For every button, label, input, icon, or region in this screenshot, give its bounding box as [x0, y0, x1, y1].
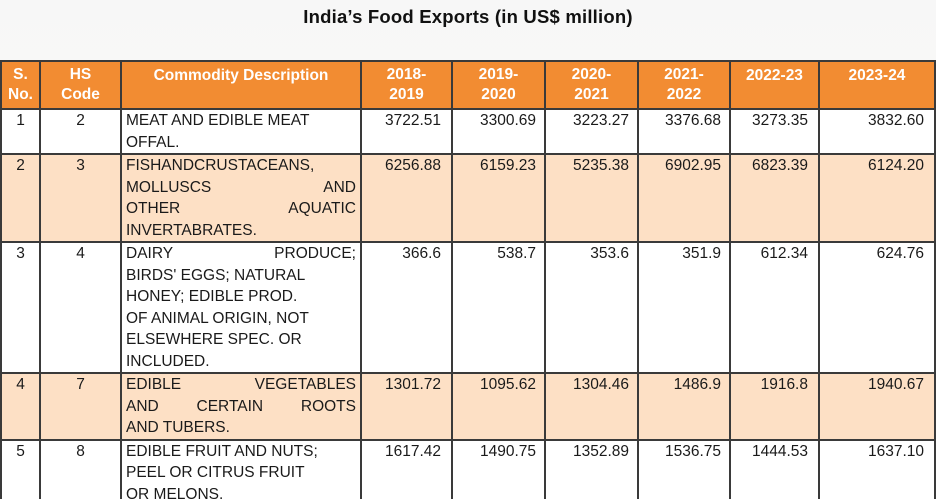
cell-value-2019-2020: 1095.62 [451, 372, 546, 441]
header-hs-code: HS Code [39, 60, 122, 110]
header-sno: S. No. [0, 60, 41, 110]
food-exports-table: S. No. HS Code Commodity Description 2018-… [0, 60, 936, 499]
description-line: INVERTABRATES. [126, 221, 257, 239]
cell-sno: 5 [0, 438, 41, 499]
description-line: AND TUBERS. [126, 419, 230, 436]
table-title: India’s Food Exports (in US$ million) [303, 6, 633, 27]
cell-value-2020-2021: 1304.46 [544, 372, 639, 441]
description-line: OTHER AQUATIC [126, 200, 356, 217]
cell-sno: 4 [0, 372, 41, 441]
cell-hs-code: 2 [39, 108, 122, 155]
description-line: OF ANIMAL ORIGIN, NOT [126, 309, 309, 327]
table-row: 1 2 MEAT AND EDIBLE MEAT OFFAL. 3722.51 3300.… [0, 108, 936, 155]
cell-value-2023-24: 1940.67 [818, 372, 936, 441]
cell-value-2022-23: 1916.8 [729, 372, 820, 441]
description-line: INCLUDED. [126, 352, 210, 370]
cell-value-2021-2022: 6902.95 [637, 153, 731, 243]
cell-value-2018-2019: 366.6 [360, 241, 453, 374]
cell-value-2019-2020: 3300.69 [451, 108, 546, 155]
cell-commodity-description: MEAT AND EDIBLE MEAT OFFAL. [120, 108, 362, 155]
table-row: 5 8 EDIBLE FRUIT AND NUTS; PEEL OR CITRUS F… [0, 438, 936, 499]
description-line: AND CERTAIN ROOTS [126, 397, 356, 415]
cell-value-2018-2019: 6256.88 [360, 153, 453, 243]
cell-hs-code: 3 [39, 153, 122, 243]
table-row: 3 4 DAIRY PRODUCE; BIRDS' EGGS; NATURAL HONE… [0, 241, 936, 374]
description-line: EDIBLE VEGETABLES [126, 376, 356, 393]
header-2018-2019: 2018- 2019 [360, 60, 453, 110]
description-line: MEAT AND EDIBLE MEAT [126, 112, 310, 129]
description-line: PEEL OR CITRUS FRUIT [126, 464, 305, 481]
cell-hs-code: 7 [39, 372, 122, 441]
cell-value-2021-2022: 351.9 [637, 241, 731, 374]
description-line: OR MELONS. [126, 485, 224, 499]
cell-value-2018-2019: 3722.51 [360, 108, 453, 155]
cell-value-2022-23: 1444.53 [729, 438, 820, 499]
cell-value-2023-24: 624.76 [818, 241, 936, 374]
description-line: EDIBLE FRUIT AND NUTS; [126, 442, 318, 460]
header-2020-2021: 2020- 2021 [544, 60, 639, 110]
table-row: 2 3 FISHANDCRUSTACEANS, MOLLUSCS AND OTHER A… [0, 153, 936, 243]
cell-value-2022-23: 612.34 [729, 241, 820, 374]
cell-value-2023-24: 6124.20 [818, 153, 936, 243]
description-line: MOLLUSCS AND [126, 178, 356, 196]
cell-value-2021-2022: 3376.68 [637, 108, 731, 155]
table-row: 4 7 EDIBLE VEGETABLES AND CERTAIN ROOTS AND … [0, 372, 936, 441]
cell-value-2022-23: 6823.39 [729, 153, 820, 243]
description-line: BIRDS' EGGS; NATURAL [126, 266, 306, 284]
header-2019-2020: 2019- 2020 [451, 60, 546, 110]
description-line: ELSEWHERE SPEC. OR [126, 331, 302, 348]
cell-sno: 3 [0, 241, 41, 374]
cell-value-2019-2020: 538.7 [451, 241, 546, 374]
header-commodity-description: Commodity Description [120, 60, 362, 110]
header-2021-2022: 2021- 2022 [637, 60, 731, 110]
cell-value-2020-2021: 5235.38 [544, 153, 639, 243]
cell-value-2020-2021: 1352.89 [544, 438, 639, 499]
cell-value-2023-24: 1637.10 [818, 438, 936, 499]
cell-sno: 1 [0, 108, 41, 155]
cell-value-2021-2022: 1536.75 [637, 438, 731, 499]
cell-commodity-description: DAIRY PRODUCE; BIRDS' EGGS; NATURAL HONEY;… [120, 241, 362, 374]
cell-value-2020-2021: 353.6 [544, 241, 639, 374]
header-2022-23: 2022-23 [729, 60, 820, 110]
cell-commodity-description: EDIBLE FRUIT AND NUTS; PEEL OR CITRUS FRU… [120, 438, 362, 499]
cell-hs-code: 8 [39, 438, 122, 499]
cell-commodity-description: FISHANDCRUSTACEANS, MOLLUSCS AND OTHER AQU… [120, 153, 362, 243]
cell-value-2021-2022: 1486.9 [637, 372, 731, 441]
description-line: HONEY; EDIBLE PROD. [126, 288, 298, 305]
header-2023-24: 2023-24 [818, 60, 936, 110]
cell-sno: 2 [0, 153, 41, 243]
cell-value-2023-24: 3832.60 [818, 108, 936, 155]
cell-value-2019-2020: 6159.23 [451, 153, 546, 243]
description-line: DAIRY PRODUCE; [126, 245, 356, 262]
cell-value-2019-2020: 1490.75 [451, 438, 546, 499]
cell-value-2022-23: 3273.35 [729, 108, 820, 155]
cell-commodity-description: EDIBLE VEGETABLES AND CERTAIN ROOTS AND TU… [120, 372, 362, 441]
description-line: OFFAL. [126, 133, 180, 151]
cell-value-2018-2019: 1617.42 [360, 438, 453, 499]
description-line: FISHANDCRUSTACEANS, [126, 157, 315, 174]
cell-value-2020-2021: 3223.27 [544, 108, 639, 155]
header-row: S. No. HS Code Commodity Description 2018-… [0, 60, 936, 110]
cell-value-2018-2019: 1301.72 [360, 372, 453, 441]
cell-hs-code: 4 [39, 241, 122, 374]
